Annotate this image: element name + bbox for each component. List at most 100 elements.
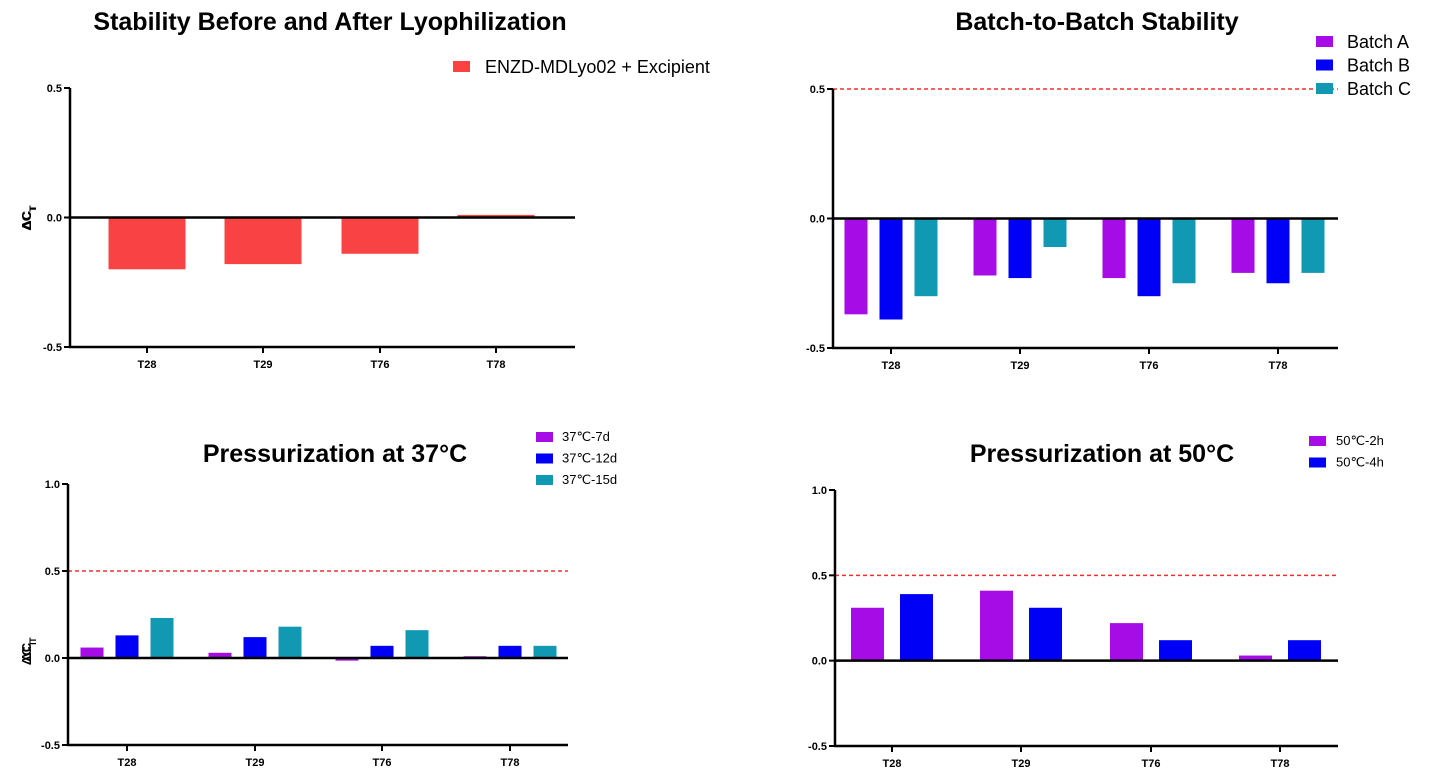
- y-tick-label: 0.0: [45, 653, 60, 665]
- x-tick-label: T29: [254, 359, 273, 371]
- legend-swatch: [536, 453, 553, 464]
- x-tick-label: T29: [246, 757, 265, 769]
- bar-t78-series-0: [457, 214, 535, 218]
- y-tick-label: 0.0: [810, 214, 825, 226]
- bar-t29-series-0: [208, 652, 232, 658]
- bar-t76-series-1: [1159, 640, 1192, 661]
- bar-t28-series-2: [914, 218, 938, 297]
- panel-batch-to-batch: Batch-to-Batch Stability 0.5 0.0 -0.5 T28 T29…: [19, 8, 1411, 372]
- x-tick-label: T28: [883, 758, 902, 770]
- chart-title: Stability Before and After Lyophilizatio…: [93, 8, 566, 36]
- x-tick-label: T76: [1142, 758, 1161, 770]
- legend-label: 37℃-7d: [562, 429, 610, 444]
- x-tick-label: T76: [1140, 360, 1159, 372]
- y-axis-label: ΔCT: [19, 637, 38, 662]
- x-tick-label: T76: [373, 757, 392, 769]
- x-tick-label: T78: [1269, 360, 1288, 372]
- y-axis-label-main: ΔC: [19, 210, 34, 229]
- bar-t28-series-1: [115, 635, 139, 658]
- y-axis-label-sub: T: [28, 640, 38, 646]
- y-axis-label-sub: T: [28, 206, 38, 212]
- y-tick-label: 0.5: [45, 566, 60, 578]
- bar-t29-series-2: [278, 626, 302, 658]
- x-tick-label: T28: [882, 360, 901, 372]
- x-tick-label: T28: [118, 757, 137, 769]
- chart-title: Batch-to-Batch Stability: [955, 8, 1238, 36]
- x-tick-label: T76: [371, 359, 390, 371]
- bar-t78-series-1: [1266, 218, 1290, 284]
- bar-t29-series-1: [243, 637, 267, 658]
- bar-t78-series-1: [498, 645, 522, 658]
- bar-t76-series-2: [405, 630, 429, 658]
- y-axis-label-main: ΔC: [19, 646, 34, 665]
- x-tick-label: T78: [501, 757, 520, 769]
- y-tick-label: -0.5: [41, 740, 60, 752]
- bar-t28-series-2: [150, 617, 174, 658]
- bar-t28-series-0: [851, 607, 884, 661]
- y-tick-label: -0.5: [808, 741, 827, 753]
- legend-label: 37℃-15d: [562, 472, 617, 487]
- bar-t29-series-1: [1008, 218, 1032, 279]
- y-axis-label: ΔCT: [19, 206, 38, 231]
- legend-swatch: [1309, 457, 1326, 468]
- y-tick-label: 0.5: [812, 570, 827, 582]
- x-tick-label: T29: [1011, 360, 1030, 372]
- bar-t28-series-0: [80, 647, 104, 658]
- legend-swatch: [1316, 59, 1333, 71]
- x-tick-label: T29: [1012, 758, 1031, 770]
- y-tick-label: 0.0: [812, 656, 827, 668]
- bar-t78-series-1: [1288, 640, 1321, 661]
- bar-t29-series-1: [1029, 607, 1062, 661]
- bar-t28-series-0: [108, 217, 186, 270]
- y-axis-label: ΔCT: [19, 205, 38, 230]
- bar-t29-series-2: [1043, 218, 1067, 247]
- y-tick-label: -0.5: [43, 342, 62, 354]
- legend-swatch: [536, 432, 553, 442]
- bar-t29-series-0: [973, 218, 997, 276]
- bar-t28-series-1: [879, 218, 903, 320]
- bar-t29-series-0: [224, 217, 302, 265]
- legend-label: Batch C: [1347, 79, 1411, 99]
- bar-t78-series-2: [533, 645, 557, 658]
- bar-t29-series-0: [980, 590, 1013, 661]
- bar-t78-series-0: [1231, 218, 1255, 273]
- bar-t76-series-1: [1137, 218, 1161, 297]
- bar-t78-series-0: [1239, 655, 1272, 661]
- x-tick-label: T78: [487, 359, 506, 371]
- y-tick-label: 1.0: [812, 485, 827, 497]
- panel-lyophilization: Stability Before and After Lyophilizatio…: [19, 8, 710, 371]
- legend-swatch: [536, 475, 553, 485]
- chart-title: Pressurization at 50°C: [970, 440, 1234, 468]
- bar-t76-series-2: [1172, 218, 1196, 284]
- legend-swatch: [453, 61, 470, 72]
- y-tick-label: -0.5: [806, 343, 825, 355]
- legend-swatch: [1316, 83, 1333, 94]
- panel-pressurization-50c: Pressurization at 50°C 1.0 0.5 0.0 -0.5 T28 T2…: [19, 433, 1384, 770]
- bar-t76-series-0: [335, 658, 359, 661]
- bar-t76-series-0: [1102, 218, 1126, 279]
- panel-pressurization-37c: Pressurization at 37°C 1.0 0.5 0.0 -0.5 T28 T2…: [19, 429, 617, 769]
- x-tick-label: T78: [1271, 758, 1290, 770]
- bar-t78-series-2: [1301, 218, 1325, 273]
- y-axis-label: ΔCT: [19, 640, 38, 665]
- y-tick-label: 1.0: [45, 479, 60, 491]
- legend-label: 37℃-12d: [562, 451, 617, 466]
- y-axis-label-sub: T: [28, 637, 38, 643]
- bar-t76-series-1: [370, 645, 394, 658]
- y-axis-label-sub: T: [28, 205, 38, 211]
- bar-t28-series-1: [900, 594, 933, 661]
- y-axis-label-main: ΔC: [19, 642, 34, 661]
- chart-title: Pressurization at 37°C: [203, 440, 467, 468]
- y-tick-label: 0.5: [810, 84, 825, 96]
- legend-label: Batch B: [1347, 56, 1410, 76]
- x-tick-label: T28: [138, 359, 157, 371]
- legend-label: 50℃-2h: [1336, 433, 1384, 448]
- legend-label: Batch A: [1347, 32, 1409, 52]
- y-axis-label-main: ΔC: [19, 211, 34, 230]
- legend-label: 50℃-4h: [1336, 455, 1384, 470]
- bar-t28-series-0: [844, 218, 868, 315]
- legend-swatch: [1316, 36, 1333, 47]
- legend-label: ENZD-MDLyo02 + Excipient: [485, 57, 710, 77]
- bar-t76-series-0: [341, 217, 419, 254]
